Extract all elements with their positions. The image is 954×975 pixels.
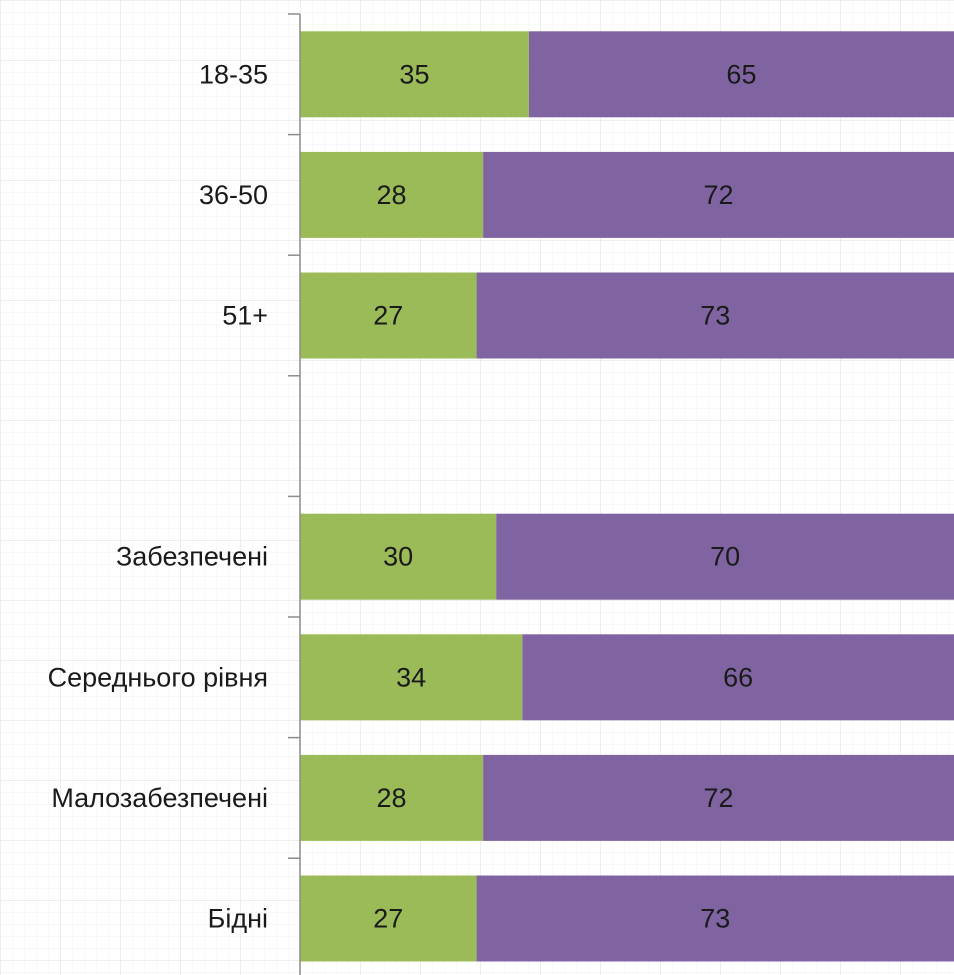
bar-segment xyxy=(300,31,529,118)
category-label: Малозабезпечені xyxy=(51,783,268,813)
data-label: 28 xyxy=(377,180,407,210)
bar-segment xyxy=(522,634,954,721)
category-label: 51+ xyxy=(222,301,268,331)
data-label: 73 xyxy=(700,904,730,934)
bar-segment xyxy=(300,272,477,359)
data-label: 73 xyxy=(700,301,730,331)
data-label: 66 xyxy=(723,662,753,692)
bar-segment xyxy=(483,151,954,238)
data-label: 27 xyxy=(373,301,403,331)
data-label: 27 xyxy=(373,904,403,934)
data-label: 72 xyxy=(704,783,734,813)
data-label: 30 xyxy=(383,542,413,572)
data-label: 65 xyxy=(726,59,756,89)
bar-segment xyxy=(496,513,954,600)
category-label: 36-50 xyxy=(199,180,268,210)
data-label: 34 xyxy=(396,662,426,692)
bar-segment xyxy=(300,151,484,238)
bar-segment xyxy=(476,272,954,359)
category-label: Забезпечені xyxy=(116,542,268,572)
y-axis xyxy=(288,13,301,975)
bar-segment xyxy=(300,875,477,962)
data-label: 28 xyxy=(377,783,407,813)
data-label: 35 xyxy=(399,59,429,89)
bar-segment xyxy=(300,634,523,721)
bar-segment xyxy=(476,875,954,962)
labels-layer: 18-35 35 65 36-50 28 72 51+ 27 73 Забезпечені 30 70… xyxy=(48,59,757,933)
bar-segment xyxy=(300,754,484,841)
bars-layer xyxy=(300,31,954,962)
bar-segment xyxy=(483,754,954,841)
category-label: Бідні xyxy=(208,904,268,934)
data-label: 70 xyxy=(710,542,740,572)
category-label: Середнього рівня xyxy=(48,662,268,692)
data-label: 72 xyxy=(704,180,734,210)
bar-segment xyxy=(528,31,954,118)
category-label: 18-35 xyxy=(199,59,268,89)
bar-segment xyxy=(300,513,497,600)
